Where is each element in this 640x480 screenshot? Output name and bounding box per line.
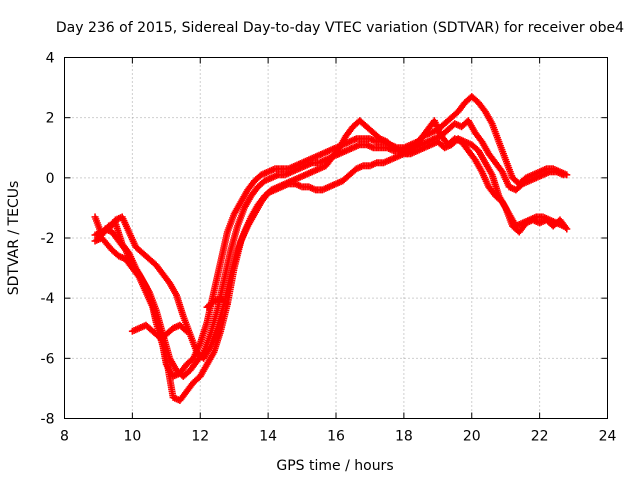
y-tick-label: 2 — [46, 111, 55, 127]
data-point — [563, 225, 571, 233]
data-points — [91, 93, 571, 404]
x-tick-label: 8 — [60, 429, 69, 445]
y-tick-label: 0 — [46, 171, 55, 187]
y-tick-label: -2 — [41, 231, 55, 247]
data-point — [562, 223, 570, 231]
data-point — [183, 327, 191, 335]
y-tick-label: 4 — [46, 51, 55, 67]
x-tick-label: 22 — [531, 429, 549, 445]
data-point — [181, 326, 189, 334]
x-tick-label: 10 — [123, 429, 141, 445]
chart-title: Day 236 of 2015, Sidereal Day-to-day VTE… — [56, 20, 624, 36]
x-tick-label: 18 — [395, 429, 413, 445]
y-tick-label: -6 — [41, 351, 55, 367]
x-tick-label: 14 — [259, 429, 277, 445]
x-axis-label: GPS time / hours — [276, 458, 393, 474]
grid — [64, 57, 608, 419]
plot-frame — [64, 57, 608, 419]
data-point — [223, 300, 231, 308]
x-tick-label: 20 — [463, 429, 481, 445]
data-point — [222, 299, 230, 307]
x-tick-label: 24 — [599, 429, 617, 445]
y-tick-label: -8 — [41, 412, 55, 428]
data-point — [559, 171, 567, 179]
y-axis-label: SDTVAR / TECUs — [6, 181, 22, 296]
y-tick-label: -4 — [41, 291, 55, 307]
x-tick-label: 12 — [191, 429, 209, 445]
x-tick-label: 16 — [327, 429, 345, 445]
